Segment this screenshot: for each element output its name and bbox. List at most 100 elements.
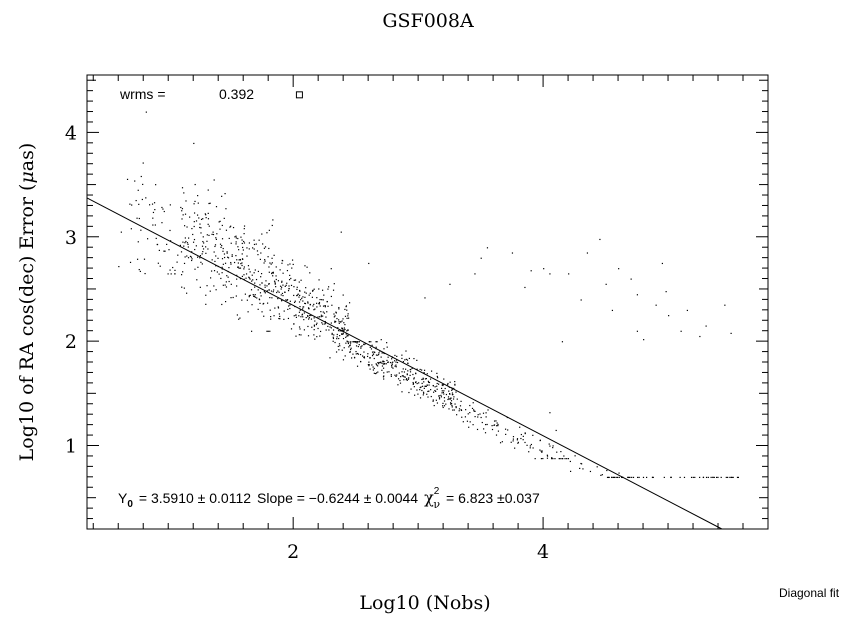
data-point [551, 458, 553, 460]
data-point [396, 361, 399, 364]
data-point [402, 375, 404, 377]
data-point [341, 327, 344, 329]
data-point [369, 368, 371, 370]
data-point [145, 111, 147, 113]
data-point [296, 294, 298, 297]
data-point [497, 430, 500, 432]
data-point [348, 302, 351, 304]
data-point [341, 329, 343, 331]
data-point [338, 349, 340, 351]
data-point [269, 262, 271, 264]
data-point [336, 338, 338, 340]
data-point [322, 323, 324, 325]
data-point [300, 299, 302, 301]
data-point [646, 476, 648, 479]
data-point [367, 353, 369, 355]
data-point [253, 248, 255, 250]
data-point [380, 356, 382, 358]
data-point [445, 403, 447, 405]
data-point [161, 222, 163, 224]
data-point [293, 294, 295, 297]
data-point [219, 228, 221, 230]
data-point [485, 416, 487, 418]
data-point [665, 291, 667, 293]
data-point [221, 303, 223, 306]
data-point [373, 367, 375, 370]
data-point [275, 278, 277, 281]
data-point [241, 242, 243, 245]
data-point [354, 341, 356, 343]
data-point [268, 247, 270, 250]
data-point [348, 346, 350, 348]
data-point [248, 268, 250, 270]
data-point [227, 276, 229, 278]
data-point [215, 237, 217, 239]
data-point [220, 246, 222, 248]
data-point [318, 301, 321, 304]
data-point [458, 410, 460, 412]
data-point [298, 301, 301, 303]
data-point [313, 309, 315, 311]
data-point [243, 228, 245, 230]
data-point [279, 318, 281, 320]
data-point [264, 284, 266, 286]
data-point [404, 376, 406, 378]
data-point [321, 289, 324, 291]
data-point [636, 330, 638, 332]
data-point [564, 458, 566, 460]
data-point [142, 183, 144, 186]
data-point [499, 442, 502, 444]
data-point [511, 252, 514, 254]
data-point [220, 277, 222, 280]
data-point [357, 353, 360, 355]
data-point [207, 218, 210, 220]
data-point [347, 341, 349, 343]
data-point [344, 315, 347, 317]
data-point [211, 259, 213, 261]
data-point [303, 319, 305, 321]
data-point [627, 476, 629, 479]
data-point [476, 428, 479, 431]
data-point [259, 258, 261, 260]
data-point [522, 439, 524, 441]
data-point [338, 321, 340, 323]
data-point [480, 416, 482, 419]
data-point [383, 348, 385, 350]
data-point [221, 245, 223, 247]
data-point [373, 357, 375, 360]
data-point [324, 322, 326, 324]
data-point [193, 142, 195, 145]
data-point [377, 365, 379, 367]
data-point [394, 374, 396, 376]
data-point [540, 450, 542, 452]
data-point [605, 283, 607, 285]
data-point [443, 378, 445, 380]
data-point [163, 210, 165, 213]
data-point [181, 210, 183, 212]
data-point [631, 476, 633, 479]
data-point [277, 280, 280, 282]
data-point [561, 341, 564, 343]
data-point [541, 451, 543, 453]
data-point [330, 327, 332, 329]
data-point [221, 195, 223, 197]
data-point [449, 283, 451, 285]
data-point [316, 302, 318, 304]
data-point [201, 253, 203, 255]
data-point [327, 288, 329, 290]
data-point [246, 255, 248, 257]
data-point [409, 374, 411, 377]
data-point [242, 249, 244, 251]
data-point [167, 273, 169, 275]
data-point [307, 325, 309, 328]
data-point [335, 312, 338, 314]
data-point [235, 241, 237, 243]
data-point [514, 447, 516, 449]
data-point [416, 389, 418, 391]
data-point [440, 394, 442, 397]
data-point [434, 389, 436, 392]
data-point [363, 343, 365, 346]
data-point [292, 263, 294, 266]
data-point [375, 346, 377, 348]
data-point [375, 354, 378, 356]
